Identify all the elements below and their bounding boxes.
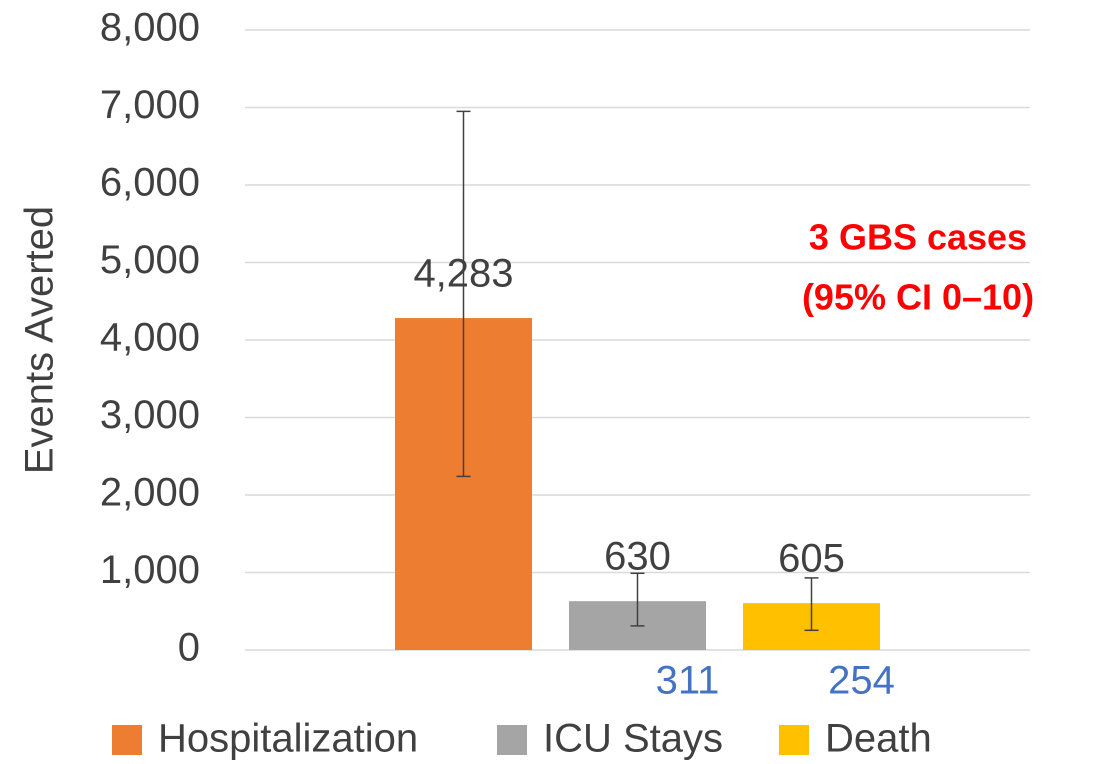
y-tick-label: 1,000 [100,548,200,592]
annotation: (95% CI 0–10) [802,277,1034,318]
y-tick-label: 5,000 [100,238,200,282]
data-label: 605 [778,537,845,581]
legend-swatch [112,725,142,755]
legend-label: Hospitalization [158,717,418,761]
low-label: 311 [656,659,720,703]
y-tick-label: 3,000 [100,393,200,437]
legend-swatch [779,725,809,755]
y-tick-label: 0 [178,626,200,670]
y-tick-label: 4,000 [100,316,200,360]
annotation: 3 GBS cases [809,217,1027,258]
y-axis-title: Events Averted [18,206,62,474]
low-label: 254 [828,659,895,703]
y-tick-label: 8,000 [100,6,200,50]
legend-swatch [497,725,527,755]
y-tick-label: 6,000 [100,161,200,205]
data-label: 630 [604,535,671,579]
legend-label: Death [825,717,932,761]
y-tick-label: 2,000 [100,471,200,515]
y-tick-label: 7,000 [100,83,200,127]
legend-label: ICU Stays [543,717,723,761]
